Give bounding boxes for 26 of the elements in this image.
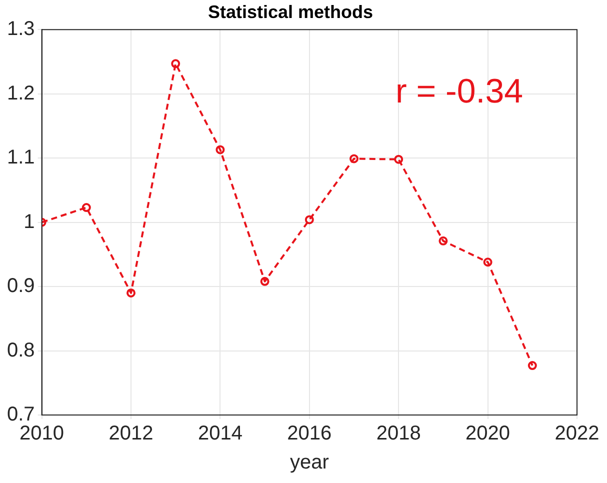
y-tick-label: 1.3	[6, 18, 35, 40]
y-tick-label: 1.1	[6, 146, 35, 169]
x-tick-label: 2016	[287, 422, 332, 445]
y-tick-label: 0.9	[6, 275, 35, 298]
x-tick-label: 2020	[466, 422, 510, 445]
point	[126, 288, 136, 298]
x-tick-label: 2022	[554, 422, 600, 445]
annotation: r = -0.34	[395, 72, 524, 111]
y-tick-label: 1.2	[6, 82, 35, 104]
point	[483, 258, 492, 267]
point	[82, 203, 91, 212]
chart-title: Statistical methods	[208, 2, 374, 22]
point	[438, 236, 448, 246]
point	[350, 154, 358, 164]
point	[528, 361, 537, 370]
point	[216, 145, 225, 154]
x-tick-label: 2014	[198, 422, 242, 445]
point	[394, 154, 404, 164]
point	[260, 276, 270, 286]
x-tick-label: 2018	[376, 422, 421, 445]
point	[171, 59, 180, 68]
y-tick-label: 0.8	[6, 339, 35, 362]
x-tick-label: 2012	[108, 422, 154, 445]
point	[304, 215, 314, 224]
y-tick-label: 1	[24, 210, 35, 233]
x-axis-title: year	[290, 452, 330, 474]
